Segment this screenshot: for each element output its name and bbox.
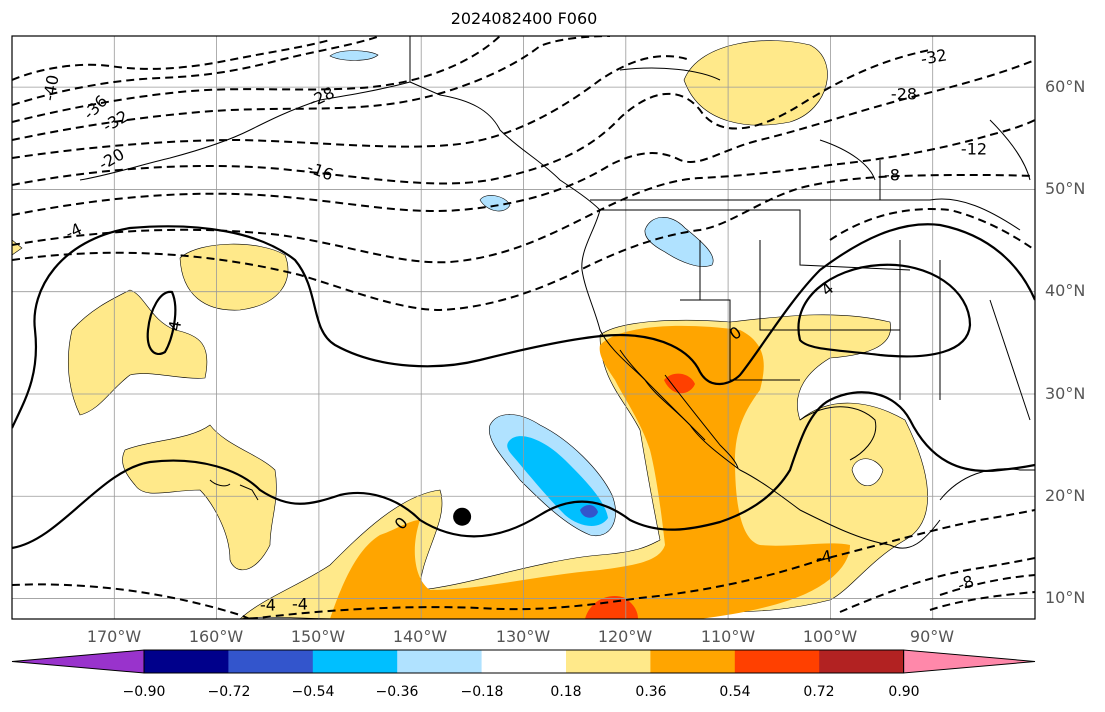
colorbar-segments xyxy=(11,649,1036,674)
contour-label: 4 xyxy=(165,319,185,332)
lon-label-170w: 170°W xyxy=(86,627,142,646)
lat-label-10n: 10°N xyxy=(1045,588,1086,607)
colorbar-segment xyxy=(228,650,314,673)
colorbar-tick-label: 0.72 xyxy=(803,684,835,700)
map-frame xyxy=(11,35,1036,620)
contour-label: -32 xyxy=(919,45,948,68)
contour-label: -40 xyxy=(39,73,62,102)
contour-label: -4 xyxy=(62,219,84,243)
lat-label-40n: 40°N xyxy=(1045,281,1086,300)
colorbar-segment xyxy=(819,650,905,673)
map-title: 2024082400 F060 xyxy=(450,9,598,28)
anomaly-fill-orange xyxy=(330,325,850,619)
lat-label-50n: 50°N xyxy=(1045,179,1086,198)
contour-label: -8 xyxy=(955,571,976,594)
storm-center-marker xyxy=(453,507,472,526)
colorbar-segment xyxy=(734,650,820,673)
graticule xyxy=(12,36,1035,619)
lon-label-160w: 160°W xyxy=(188,627,244,646)
colorbar xyxy=(11,649,1036,674)
lat-label-30n: 30°N xyxy=(1045,384,1086,403)
colorbar-segment xyxy=(312,650,398,673)
contours-solid xyxy=(12,223,1035,550)
colorbar-segment xyxy=(650,650,736,673)
colorbar-tick-label: −0.18 xyxy=(460,684,504,700)
colorbar-tick-label: 0.54 xyxy=(719,684,751,700)
contour-label: -12 xyxy=(961,140,987,159)
colorbar-tick-label: 0.18 xyxy=(550,684,582,700)
colorbar-tick-label: −0.54 xyxy=(291,684,335,700)
colorbar-extend-low xyxy=(11,649,145,674)
contours-dashed xyxy=(12,36,1035,619)
colorbar-segment xyxy=(566,650,651,673)
anomaly-fill-white-hole xyxy=(851,458,884,487)
contour-label: -28 xyxy=(891,85,917,104)
colorbar-tick-label: −0.36 xyxy=(375,684,419,700)
map-area: -40-36-32-28-20 -16-4-32-28-12-8-44040-4-… xyxy=(12,36,1035,619)
coastlines xyxy=(79,36,1035,549)
colorbar-tick-label: 0.36 xyxy=(635,684,667,700)
colorbar-extend-high xyxy=(903,649,1036,674)
lon-label-140w: 140°W xyxy=(392,627,448,646)
lon-label-130w: 130°W xyxy=(495,627,551,646)
lon-label-120w: 120°W xyxy=(597,627,653,646)
colorbar-segment xyxy=(481,650,567,673)
lat-label-20n: 20°N xyxy=(1045,486,1086,505)
lon-label-110w: 110°W xyxy=(700,627,756,646)
colorbar-segment xyxy=(144,650,229,673)
lat-label-60n: 60°N xyxy=(1045,77,1086,96)
contour-label: -4 xyxy=(292,595,308,614)
lon-label-100w: 100°W xyxy=(802,627,858,646)
anomaly-fill-cyan xyxy=(507,436,608,526)
contour-label: -4 xyxy=(260,596,276,615)
lon-label-90w: 90°W xyxy=(909,627,955,646)
lon-label-150w: 150°W xyxy=(290,627,346,646)
colorbar-tick-label: −0.72 xyxy=(207,684,251,700)
colorbar-segment xyxy=(397,650,483,673)
contour-label: -8 xyxy=(884,166,900,185)
colorbar-tick-label: −0.90 xyxy=(122,684,166,700)
anomaly-fill-red xyxy=(585,373,695,619)
colorbar-frame xyxy=(143,649,905,674)
contour-label: -4 xyxy=(814,546,833,567)
anomaly-fill-blue xyxy=(580,504,598,518)
colorbar-tick-label: 0.90 xyxy=(888,684,920,700)
